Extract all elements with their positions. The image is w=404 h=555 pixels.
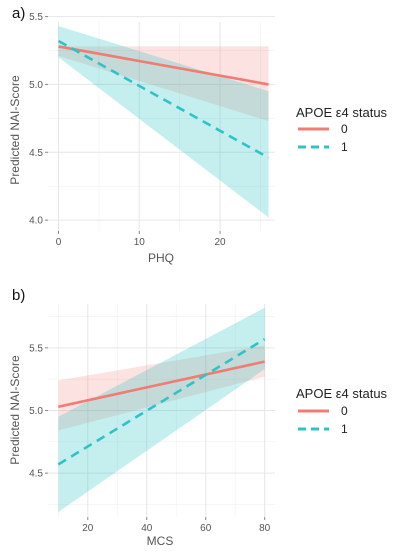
legend-a-title: APOE ε4 status <box>296 105 388 120</box>
panel-b-xlabel: MCS <box>147 534 174 548</box>
line-series-0 <box>58 360 265 409</box>
ci-band-series-0 <box>58 46 269 122</box>
line-series-1 <box>57 39 270 159</box>
legend-b-label-0: 0 <box>341 404 348 418</box>
x-tick-label: 80 <box>259 523 271 534</box>
ci-band-series-0 <box>58 345 265 431</box>
y-tick-label: 4.5 <box>29 469 43 480</box>
ci-band-series-1 <box>58 307 265 512</box>
x-tick-label: 60 <box>200 523 212 534</box>
ci-band-series-1 <box>58 26 269 218</box>
panel-b-legend: APOE ε4 status 0 1 <box>296 386 388 436</box>
y-tick-label: 5.0 <box>29 406 43 417</box>
legend-b-title: APOE ε4 status <box>296 386 388 401</box>
panel-a-ylabel: Predicted NAI-Score <box>8 75 22 185</box>
x-tick-label: 20 <box>82 523 94 534</box>
panel-b-label: b) <box>12 287 25 304</box>
x-tick-label: 20 <box>215 237 227 248</box>
panel-a-plot: 0 10 20 4.0 4.5 5.0 5.5 <box>29 12 275 248</box>
panel-a-label: a) <box>12 5 25 22</box>
y-tick-label: 5.5 <box>29 12 43 23</box>
y-tick-label: 4.5 <box>29 148 43 159</box>
y-tick-label: 5.5 <box>29 343 43 354</box>
panel-a-xlabel: PHQ <box>148 251 174 265</box>
panel-b-plot: 20 40 60 80 4.5 5.0 5.5 <box>29 304 275 534</box>
legend-a-label-1: 1 <box>341 140 348 154</box>
legend-a-label-0: 0 <box>341 122 348 136</box>
panel-b-ylabel: Predicted NAI-Score <box>8 355 22 465</box>
legend-b-label-1: 1 <box>341 422 348 436</box>
y-tick-label: 5.0 <box>29 80 43 91</box>
y-tick-label: 4.0 <box>29 216 43 227</box>
x-tick-label: 10 <box>134 237 146 248</box>
line-series-1 <box>57 337 266 466</box>
line-series-0 <box>58 45 269 86</box>
x-tick-label: 40 <box>141 523 153 534</box>
panel-a-legend: APOE ε4 status 0 1 <box>296 105 388 154</box>
x-tick-label: 0 <box>56 237 62 248</box>
